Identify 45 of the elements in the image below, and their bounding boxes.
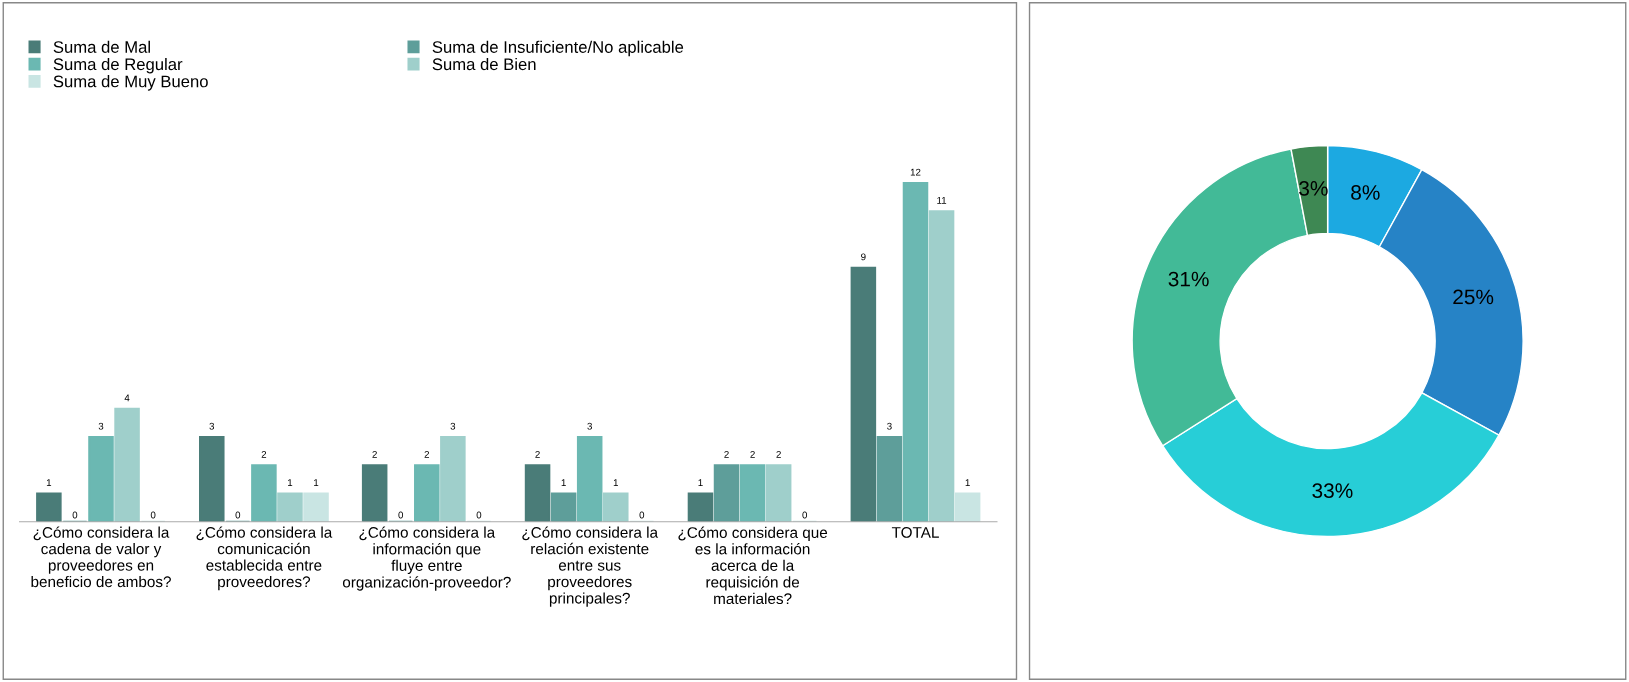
data-label: 2 bbox=[372, 450, 377, 458]
data-label: 0 bbox=[802, 511, 808, 519]
data-label: 9 bbox=[861, 253, 866, 261]
data-label: 2 bbox=[535, 450, 540, 458]
data-label: 3 bbox=[209, 422, 215, 430]
data-label: 1 bbox=[613, 479, 618, 486]
data-label: 33% bbox=[1312, 483, 1353, 499]
data-label: 8% bbox=[1351, 185, 1380, 200]
data-label: 1 bbox=[314, 479, 319, 486]
data-label: 2 bbox=[750, 450, 755, 458]
x-tick-label: ¿Cómo considera la relación existente entre sus proveedores principales? bbox=[522, 526, 659, 607]
legend-label: Suma de Mal bbox=[53, 40, 150, 53]
data-label: 12 bbox=[910, 168, 921, 176]
x-tick-label: ¿Cómo considera la comunicación establecida entre proveedores? bbox=[196, 526, 333, 591]
data-label: 0 bbox=[72, 511, 78, 519]
data-label: 0 bbox=[235, 511, 241, 519]
data-label: 2 bbox=[776, 450, 781, 458]
data-label: 1 bbox=[46, 479, 52, 486]
x-tick-label: ¿Cómo considera la información que fluye entre organización-proveedor? bbox=[342, 526, 511, 591]
data-label: 0 bbox=[398, 511, 404, 519]
data-label: 1 bbox=[561, 479, 566, 486]
legend-label: Suma de Insuficiente/No aplicable bbox=[432, 40, 684, 57]
data-label: 3 bbox=[98, 422, 104, 430]
data-label: 1 bbox=[288, 479, 293, 486]
data-label: 4 bbox=[124, 394, 130, 402]
legend-label: Suma de Regular bbox=[53, 57, 183, 74]
data-label: 2 bbox=[424, 450, 430, 458]
data-label: 0 bbox=[639, 511, 645, 519]
data-label: 2 bbox=[261, 450, 267, 458]
x-tick-label: ¿Cómo considera que es la información acerca de la requisición de materiales? bbox=[678, 526, 828, 605]
data-label: 11 bbox=[937, 197, 947, 204]
data-label: 1 bbox=[698, 479, 703, 486]
data-label: 3 bbox=[887, 422, 892, 430]
data-label: 0 bbox=[476, 511, 482, 519]
data-label: 2 bbox=[724, 450, 729, 458]
x-tick-label: TOTAL bbox=[891, 526, 939, 538]
data-label: 25% bbox=[1453, 289, 1494, 305]
data-label: 3 bbox=[450, 422, 456, 430]
data-label: 31% bbox=[1168, 271, 1209, 287]
data-label: 3 bbox=[587, 422, 592, 430]
legend-label: Suma de Bien bbox=[432, 57, 536, 71]
x-tick-label: ¿Cómo considera la cadena de valor y proveedores en beneficio de ambos? bbox=[31, 526, 171, 588]
data-label: 0 bbox=[150, 511, 156, 519]
data-label: 1 bbox=[965, 479, 970, 486]
legend-label: Suma de Muy Bueno bbox=[53, 75, 208, 91]
